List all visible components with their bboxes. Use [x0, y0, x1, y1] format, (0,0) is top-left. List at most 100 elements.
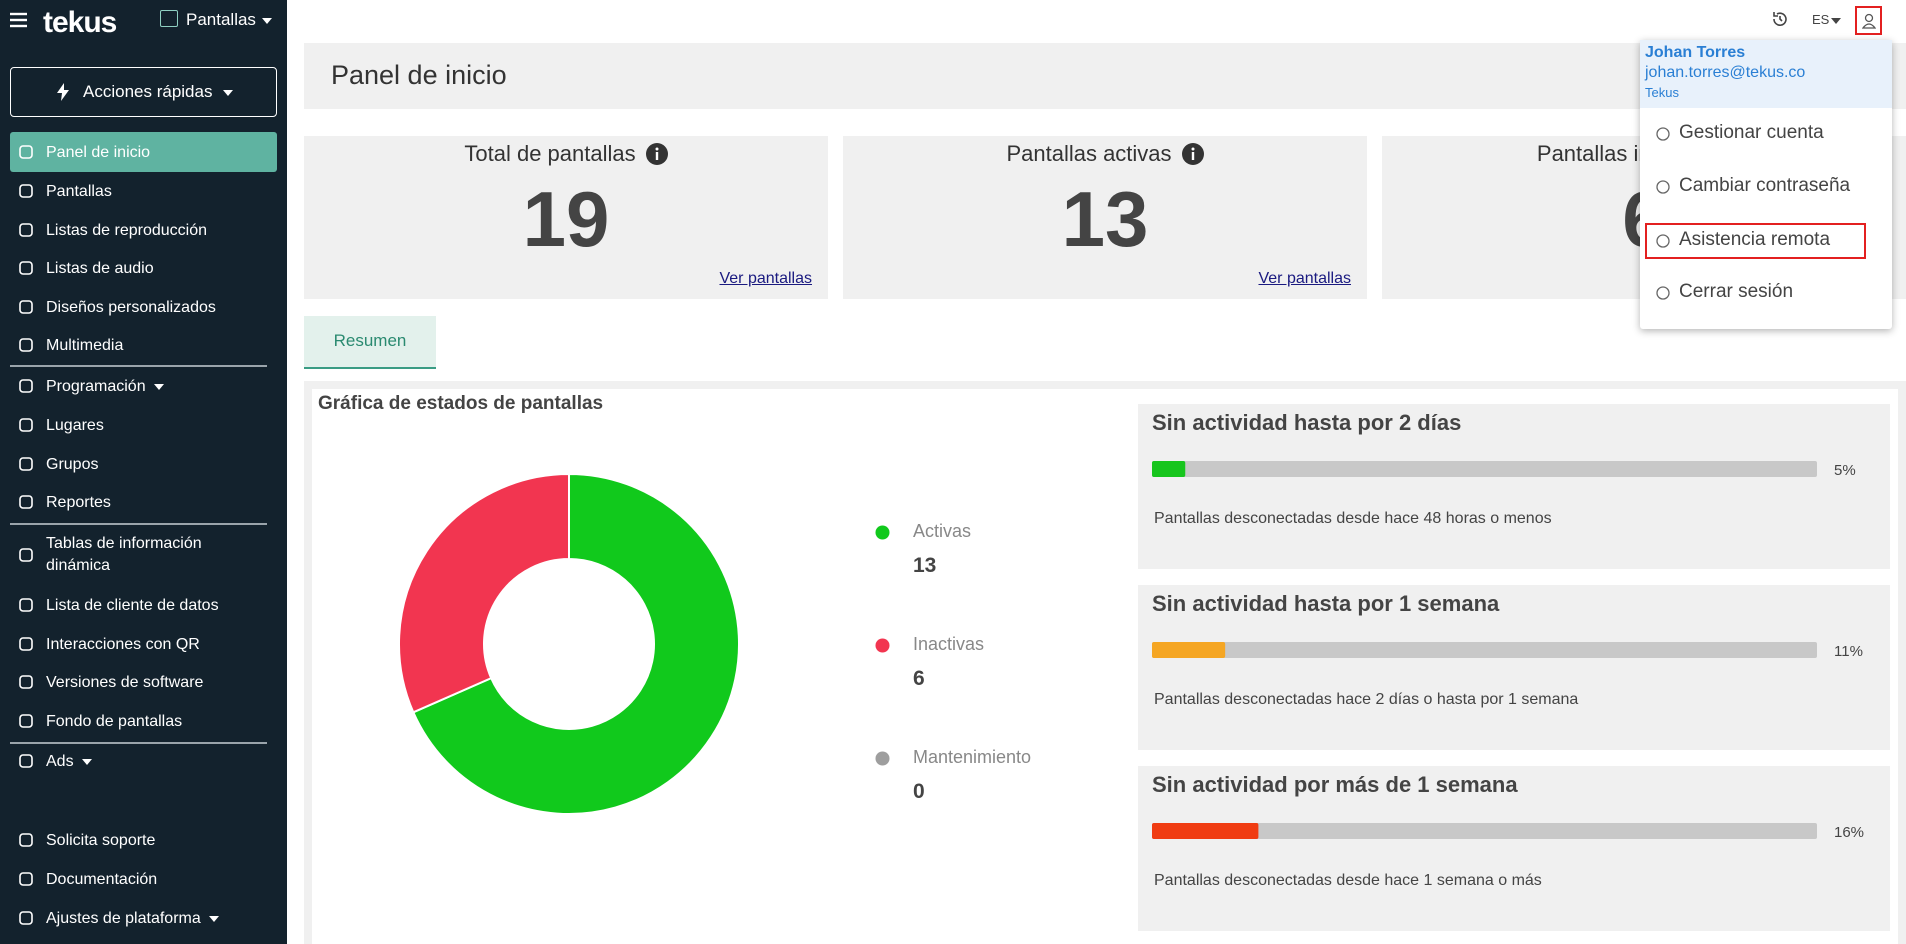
user-menu-item[interactable]: Cerrar sesión: [1679, 281, 1794, 302]
inactivity-description: Pantallas desconectadas desde hace 1 sem…: [1154, 872, 1542, 889]
menu-item[interactable]: Grupos: [46, 456, 99, 473]
footer-item[interactable]: Ajustes de plataforma: [46, 910, 201, 927]
legend-dot: [875, 751, 890, 766]
menu-item[interactable]: Lugares: [46, 417, 104, 434]
menu-icon: [19, 833, 33, 847]
caret-icon: [82, 759, 92, 765]
menu-icon: [19, 598, 33, 612]
menu-item[interactable]: Fondo de pantallas: [46, 713, 183, 730]
menu-item[interactable]: Panel de inicio: [46, 144, 151, 161]
tab[interactable]: Resumen: [304, 316, 436, 369]
page-title: Panel de inicio: [331, 60, 507, 90]
user-email: johan.torres@tekus.co: [1645, 64, 1806, 81]
caret-icon: [223, 90, 233, 96]
icon-shape: [19, 184, 33, 198]
icon-shape: [19, 338, 33, 352]
info-icon: [1181, 143, 1204, 165]
stat-link[interactable]: Ver pantallas: [1258, 270, 1351, 287]
menu-icon: [19, 338, 33, 352]
icon-shape: [19, 637, 33, 651]
sidebar-divider: [10, 365, 267, 367]
history-shape: [1773, 12, 1787, 26]
icon-shape: [19, 223, 33, 237]
progress-fill: [1152, 823, 1259, 839]
menu-item[interactable]: Versiones de software: [46, 674, 204, 691]
menu-toggle[interactable]: [10, 12, 28, 28]
inactivity-card: Sin actividad hasta por 2 días 5% Pantalla…: [1138, 404, 1890, 569]
footer-item[interactable]: Documentación: [46, 871, 158, 888]
stat-link[interactable]: Ver pantallas: [719, 270, 812, 287]
icon-shape: [19, 418, 33, 432]
progress-track: [1152, 823, 1817, 839]
menu-item[interactable]: Lista de cliente de datos: [46, 597, 219, 614]
product-selector[interactable]: Pantallas: [186, 10, 256, 29]
user-menu-item[interactable]: Cambiar contraseña: [1679, 175, 1851, 196]
info-bar: [655, 152, 658, 160]
menu-icon: [19, 495, 33, 509]
legend-dot-shape: [875, 525, 890, 540]
legend-value: 0: [913, 780, 925, 803]
menu-item[interactable]: Listas de audio: [46, 260, 154, 277]
sidebar-divider: [10, 742, 267, 744]
menu-item[interactable]: Programación: [46, 378, 146, 395]
profile-body: [1862, 23, 1876, 29]
menu-item[interactable]: Listas de reproducción: [46, 222, 207, 239]
sidebar: tekus Pantallas Acciones rápidas Panel de i…: [0, 0, 287, 944]
sidebar-divider: [10, 523, 267, 525]
legend-value: 13: [913, 554, 937, 577]
menu-item-icon: [1656, 234, 1670, 248]
menu-item[interactable]: Reportes: [46, 494, 111, 511]
caret-icon: [209, 916, 219, 922]
menu-item-icon: [1656, 286, 1670, 300]
icon-shape: [19, 598, 33, 612]
icon-shape: [1656, 180, 1670, 194]
menu-icon: [19, 548, 33, 562]
menu-icon: [19, 223, 33, 237]
stat-value: 19: [522, 175, 610, 263]
menu-icon: [19, 300, 33, 314]
menu-icon: [19, 261, 33, 275]
progress-label: 5%: [1834, 462, 1856, 479]
menu-item[interactable]: Diseños personalizados: [46, 299, 216, 316]
caret-shape: [209, 916, 219, 922]
progress-bar: [1152, 642, 1817, 658]
menu-item[interactable]: Tablas de información dinámica: [46, 535, 202, 574]
progress-bar: [1152, 823, 1817, 839]
info-dot: [1191, 147, 1195, 151]
icon-shape: [19, 675, 33, 689]
profile-button[interactable]: [1855, 6, 1882, 35]
donut-segment: [398, 472, 570, 714]
user-menu-item[interactable]: Asistencia remota: [1679, 229, 1831, 250]
active-highlight: [10, 132, 277, 172]
language-selector[interactable]: ES: [1812, 12, 1830, 27]
profile-head: [1864, 13, 1874, 23]
bolt-shape: [57, 83, 69, 101]
footer-item[interactable]: Solicita soporte: [46, 832, 156, 849]
user-menu-item[interactable]: Gestionar cuenta: [1679, 122, 1824, 143]
caret-icon: [154, 384, 164, 390]
hamburger-line: [10, 18, 27, 22]
progress-track: [1152, 642, 1817, 658]
icon-shape: [19, 261, 33, 275]
icon-shape: [19, 754, 33, 768]
quick-actions-button[interactable]: Acciones rápidas: [10, 67, 277, 117]
donut-chart: [398, 472, 740, 815]
icon-shape: [19, 495, 33, 509]
menu-item[interactable]: Interacciones con QR: [46, 636, 200, 653]
stat-card: Pantallas activas 13 Ver pantallas: [843, 136, 1367, 299]
menu-icon: [19, 184, 33, 198]
menu-item[interactable]: Ads: [46, 753, 74, 770]
stat-title-wrap: Total de pantallas: [304, 141, 828, 167]
bolt-icon: [57, 83, 69, 101]
menu-item[interactable]: Pantallas: [46, 183, 112, 200]
inactivity-title: Sin actividad por más de 1 semana: [1152, 772, 1518, 797]
logo[interactable]: tekus: [43, 6, 117, 39]
history-button[interactable]: [1771, 10, 1789, 28]
menu-item[interactable]: Multimedia: [46, 337, 124, 354]
icon-shape: [19, 548, 33, 562]
icon-shape: [19, 145, 33, 159]
progress-fill: [1152, 461, 1186, 477]
inactivity-card: Sin actividad por más de 1 semana 16% Pant…: [1138, 766, 1890, 931]
menu-item-icon: [1656, 180, 1670, 194]
inactivity-description: Pantallas desconectadas hace 2 días o ha…: [1154, 691, 1579, 708]
